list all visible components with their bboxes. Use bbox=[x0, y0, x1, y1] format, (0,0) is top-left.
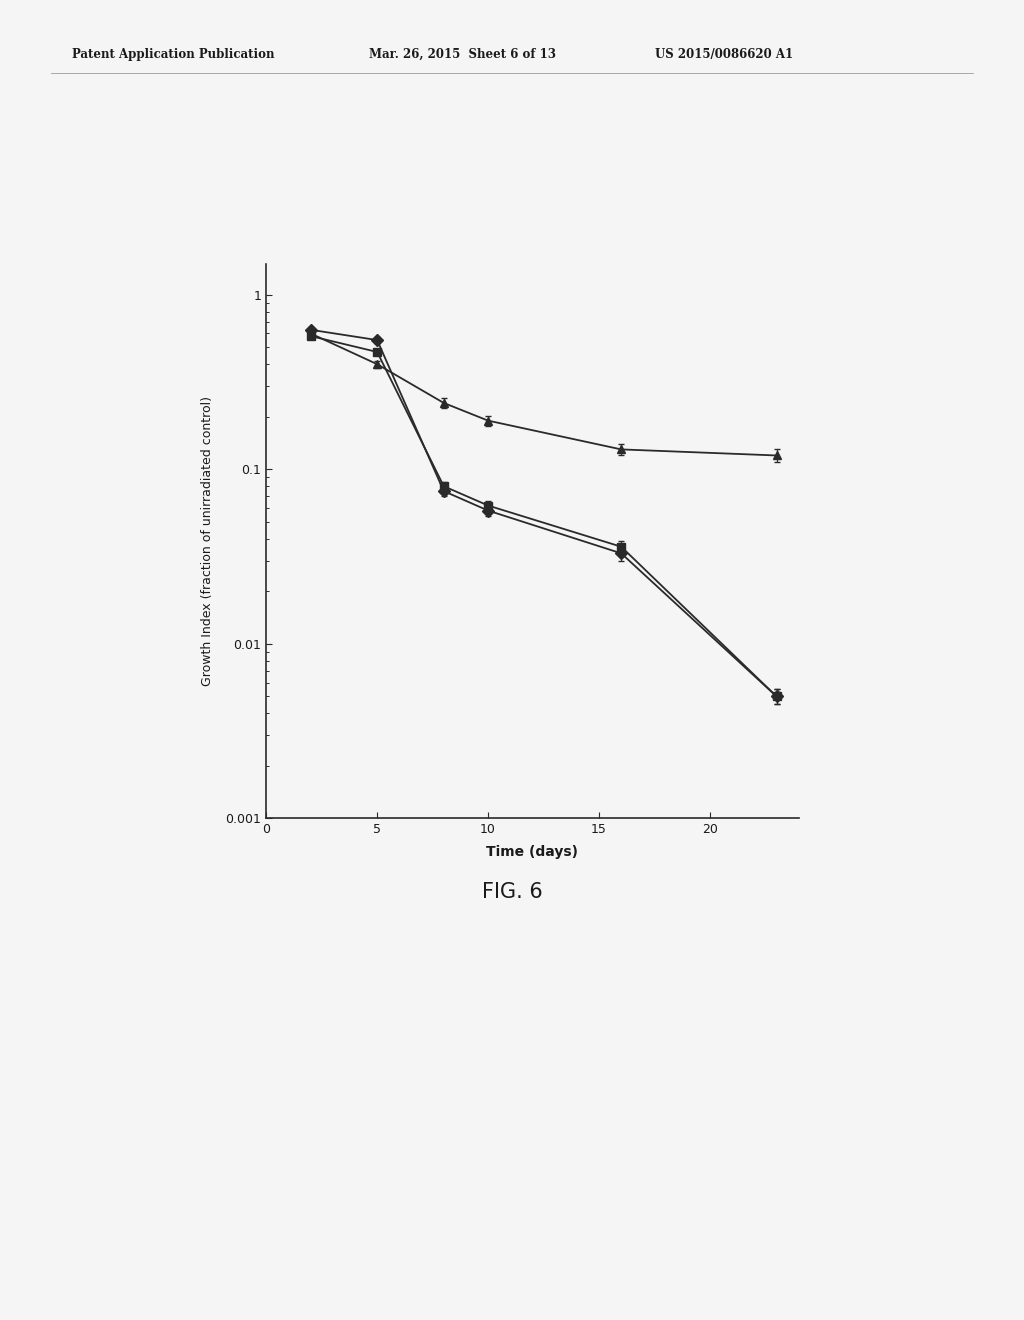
Text: FIG. 6: FIG. 6 bbox=[481, 882, 543, 902]
Y-axis label: Growth Index (fraction of unirradiated control): Growth Index (fraction of unirradiated c… bbox=[202, 396, 214, 686]
X-axis label: Time (days): Time (days) bbox=[486, 845, 579, 858]
Text: US 2015/0086620 A1: US 2015/0086620 A1 bbox=[655, 48, 794, 61]
Text: Mar. 26, 2015  Sheet 6 of 13: Mar. 26, 2015 Sheet 6 of 13 bbox=[369, 48, 556, 61]
Text: Patent Application Publication: Patent Application Publication bbox=[72, 48, 274, 61]
